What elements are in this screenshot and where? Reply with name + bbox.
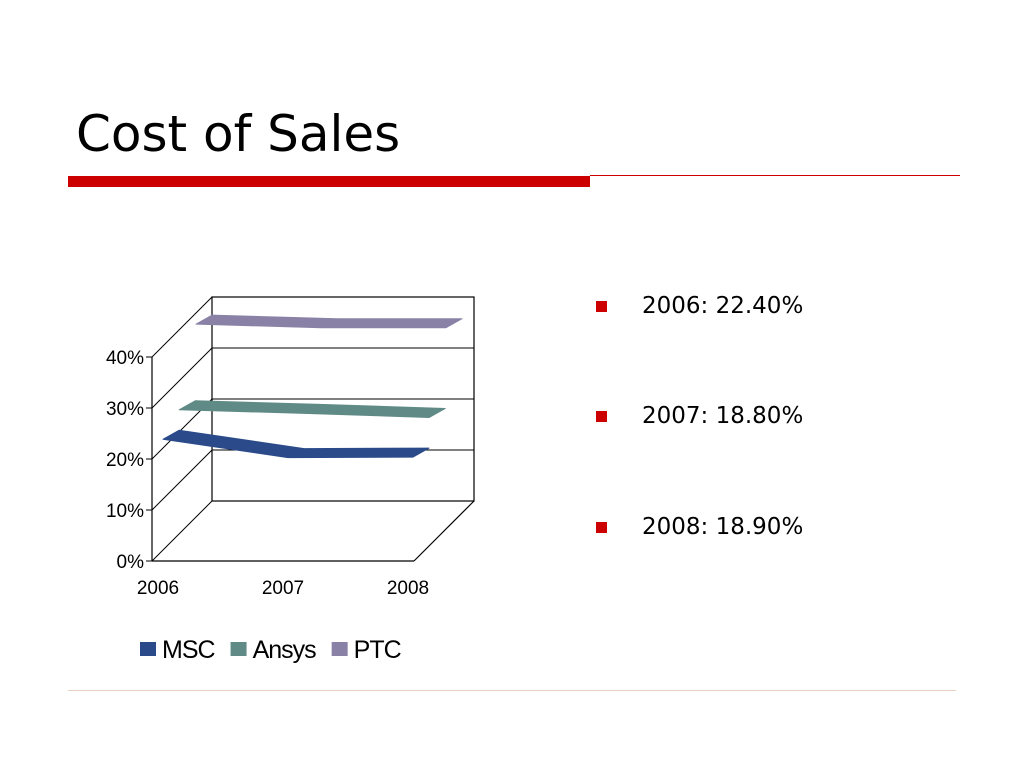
bullet-text: 2007: 18.80% <box>642 403 804 429</box>
y-tick-label: 20% <box>106 450 144 471</box>
title-underline-thick <box>68 176 590 187</box>
side-wall-gridline <box>151 500 213 562</box>
side-wall-gridline <box>151 347 213 409</box>
legend-label-ptc: PTC <box>354 636 402 664</box>
x-tick-label: 2007 <box>262 578 304 599</box>
floor-edge <box>413 500 475 562</box>
bullet-text: 2006: 22.40% <box>642 293 804 319</box>
x-tick-label: 2008 <box>387 578 429 599</box>
side-wall-gridline <box>151 449 213 511</box>
bullet-text: 2008: 18.90% <box>642 514 804 540</box>
y-tick-label: 0% <box>117 552 145 573</box>
side-wall-gridline <box>151 296 213 358</box>
legend-label-msc: MSC <box>162 636 216 664</box>
bullet-item-2007: 2007: 18.80% <box>594 400 894 432</box>
slide-title: Cost of Sales <box>76 105 401 163</box>
legend-swatch-ptc <box>331 642 348 656</box>
y-tick-label: 40% <box>106 348 144 369</box>
title-underline-thin <box>590 175 960 176</box>
series-line-msc <box>162 429 430 459</box>
legend-swatch-msc <box>140 642 156 656</box>
square-bullet-icon <box>596 411 607 422</box>
legend-label-ansys: Ansys <box>253 636 317 664</box>
series-line-ansys <box>178 400 446 418</box>
y-tick-label: 10% <box>106 501 144 522</box>
cost-of-sales-chart: 0% 10% 20% 30% 40% 2006 2007 2008 MSC Ansys PTC <box>106 296 475 664</box>
square-bullet-icon <box>596 522 607 533</box>
square-bullet-icon <box>596 301 607 312</box>
y-tick-label: 30% <box>106 399 144 420</box>
bullet-item-2006: 2006: 22.40% <box>594 290 894 322</box>
series-line-ptc <box>195 314 463 329</box>
footer-rule <box>68 690 956 691</box>
legend-swatch-ansys <box>230 642 247 656</box>
x-tick-label: 2006 <box>137 578 179 599</box>
bullet-item-2008: 2008: 18.90% <box>594 511 894 543</box>
